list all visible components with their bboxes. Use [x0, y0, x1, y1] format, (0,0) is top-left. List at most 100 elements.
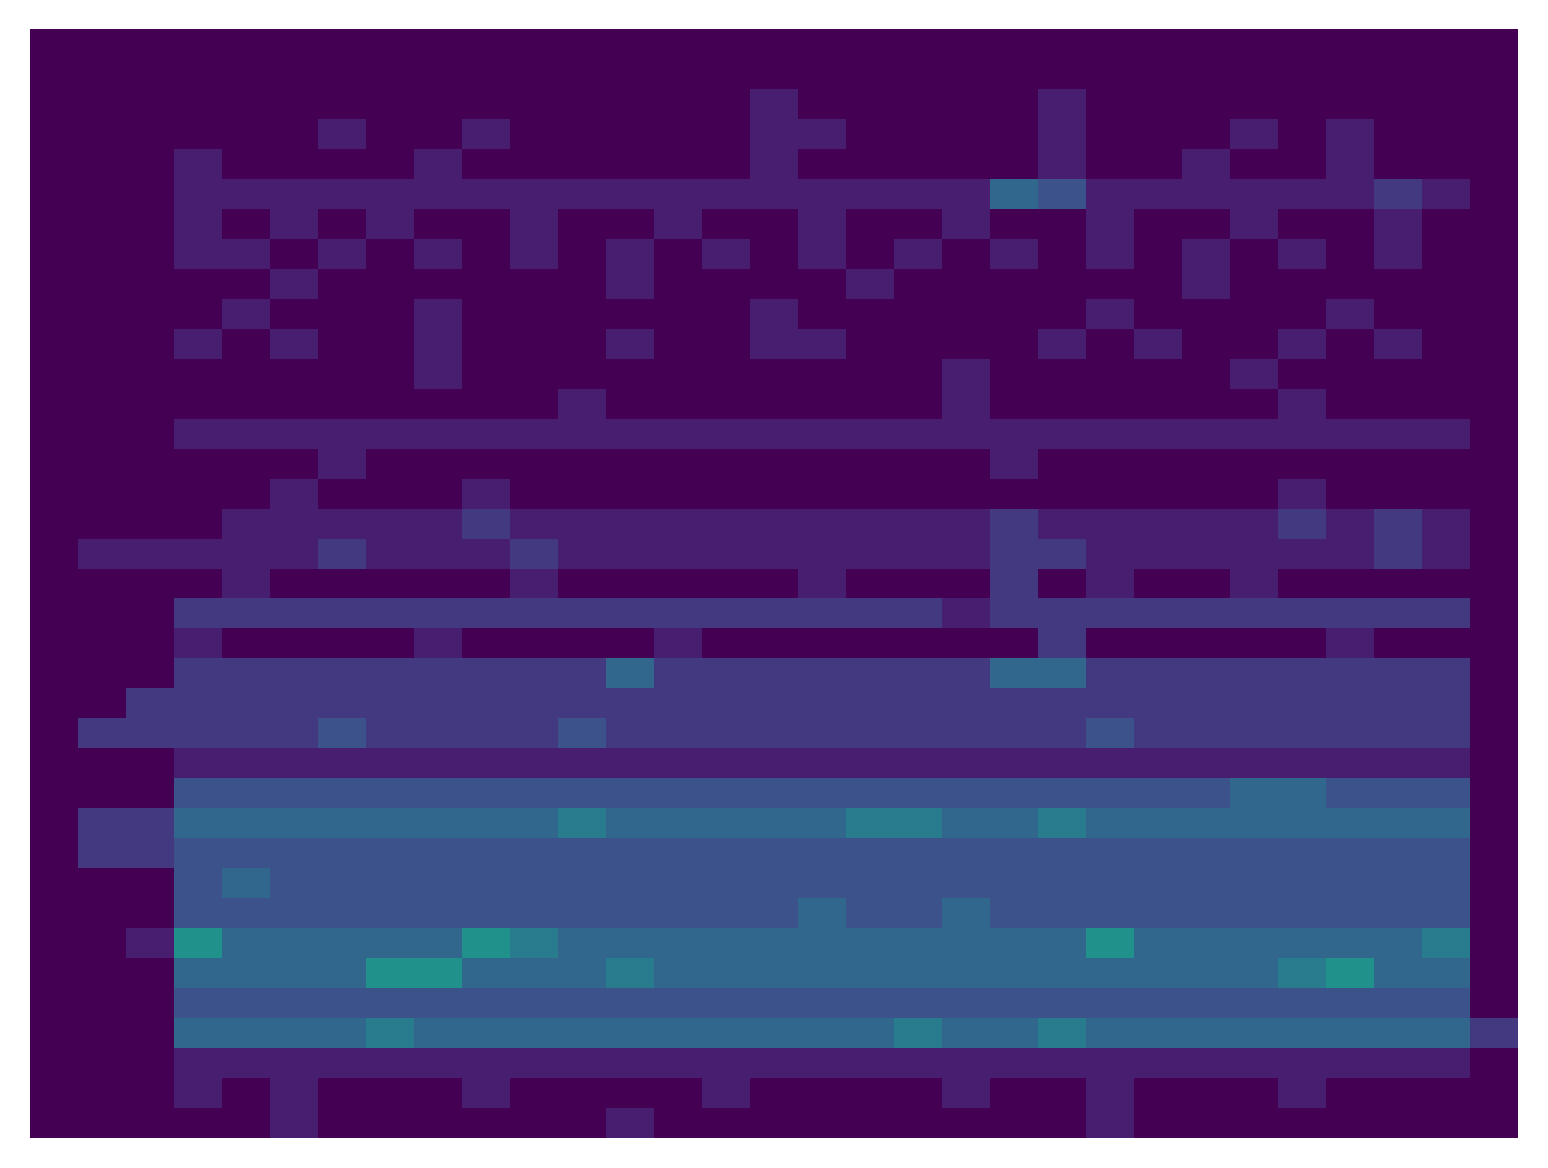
heatmap-cell	[1038, 1108, 1087, 1138]
heatmap-cell	[414, 479, 463, 510]
heatmap-cell	[1182, 658, 1231, 689]
heatmap-cell	[1086, 1078, 1135, 1109]
heatmap-cell	[78, 29, 127, 60]
heatmap-cell	[1182, 569, 1231, 600]
heatmap-cell	[894, 29, 943, 60]
heatmap-cell	[1038, 658, 1087, 689]
heatmap-cell	[1470, 299, 1518, 330]
heatmap-cell	[1326, 778, 1375, 809]
heatmap-cell	[558, 539, 607, 570]
heatmap-cell	[1038, 539, 1087, 570]
heatmap-cell	[78, 389, 127, 420]
heatmap-cell	[366, 688, 415, 719]
heatmap-cell	[1038, 89, 1087, 120]
heatmap-cell	[654, 598, 703, 629]
heatmap-cell	[798, 29, 847, 60]
heatmap-cell	[462, 1048, 511, 1079]
heatmap-cell	[1326, 539, 1375, 570]
heatmap-cell	[1038, 628, 1087, 659]
heatmap-cell	[30, 419, 79, 450]
heatmap-cell	[846, 658, 895, 689]
heatmap-cell	[30, 539, 79, 570]
heatmap-cell	[750, 29, 799, 60]
heatmap-cell	[318, 59, 367, 90]
heatmap-cell	[414, 1048, 463, 1079]
heatmap-cell	[942, 59, 991, 90]
heatmap-cell	[78, 239, 127, 270]
heatmap-cell	[846, 479, 895, 510]
heatmap-cell	[1134, 1078, 1183, 1109]
heatmap-cell	[1230, 688, 1279, 719]
heatmap-cell	[1086, 119, 1135, 150]
heatmap-cell	[1470, 449, 1518, 480]
heatmap-cell	[1374, 688, 1423, 719]
heatmap-cell	[750, 958, 799, 989]
heatmap-cell	[606, 119, 655, 150]
heatmap-cell	[702, 119, 751, 150]
heatmap-cell	[1422, 59, 1471, 90]
heatmap-cell	[942, 389, 991, 420]
heatmap-cell	[30, 149, 79, 180]
heatmap-cell	[1086, 1108, 1135, 1138]
heatmap-cell	[1278, 1048, 1327, 1079]
heatmap-cell	[462, 209, 511, 240]
heatmap-cell	[750, 179, 799, 210]
heatmap-cell	[990, 359, 1039, 390]
heatmap-cell	[846, 598, 895, 629]
heatmap-cell	[606, 239, 655, 270]
heatmap-cell	[894, 808, 943, 839]
heatmap-cell	[318, 778, 367, 809]
heatmap-cell	[270, 748, 319, 779]
heatmap-cell	[894, 598, 943, 629]
heatmap-cell	[798, 149, 847, 180]
heatmap-cell	[414, 598, 463, 629]
heatmap-cell	[606, 89, 655, 120]
heatmap-cell	[126, 419, 175, 450]
heatmap-cell	[366, 958, 415, 989]
heatmap-cell	[1422, 119, 1471, 150]
heatmap-cell	[990, 748, 1039, 779]
heatmap-cell	[846, 89, 895, 120]
heatmap-cell	[750, 868, 799, 899]
heatmap-cell	[270, 59, 319, 90]
heatmap-cell	[30, 299, 79, 330]
heatmap-cell	[1230, 928, 1279, 959]
heatmap-cell	[414, 838, 463, 869]
heatmap-cell	[222, 598, 271, 629]
heatmap-cell	[1086, 299, 1135, 330]
heatmap-cell	[30, 868, 79, 899]
heatmap-cell	[270, 1078, 319, 1109]
heatmap-cell	[606, 628, 655, 659]
heatmap-cell	[462, 898, 511, 929]
heatmap-cell	[414, 718, 463, 749]
heatmap-cell	[1278, 958, 1327, 989]
heatmap-cell	[942, 958, 991, 989]
heatmap-cell	[222, 389, 271, 420]
heatmap-cell	[894, 299, 943, 330]
heatmap-cell	[126, 89, 175, 120]
heatmap-cell	[1374, 539, 1423, 570]
heatmap-cell	[1470, 658, 1518, 689]
heatmap-cell	[174, 658, 223, 689]
heatmap-cell	[942, 509, 991, 540]
heatmap-cell	[942, 269, 991, 300]
heatmap-cell	[894, 748, 943, 779]
heatmap-cell	[942, 628, 991, 659]
heatmap-cell	[270, 29, 319, 60]
heatmap-cell	[78, 928, 127, 959]
heatmap-cell	[750, 149, 799, 180]
heatmap-cell	[366, 598, 415, 629]
heatmap-cell	[702, 59, 751, 90]
heatmap-cell	[702, 569, 751, 600]
heatmap-cell	[558, 359, 607, 390]
heatmap-cell	[1278, 29, 1327, 60]
heatmap-cell	[990, 778, 1039, 809]
heatmap-cell	[846, 628, 895, 659]
heatmap-cell	[1470, 59, 1518, 90]
heatmap-cell	[798, 988, 847, 1019]
heatmap-cell	[366, 419, 415, 450]
heatmap-cell	[558, 419, 607, 450]
heatmap-cell	[78, 808, 127, 839]
heatmap-cell	[30, 898, 79, 929]
heatmap-cell	[174, 808, 223, 839]
